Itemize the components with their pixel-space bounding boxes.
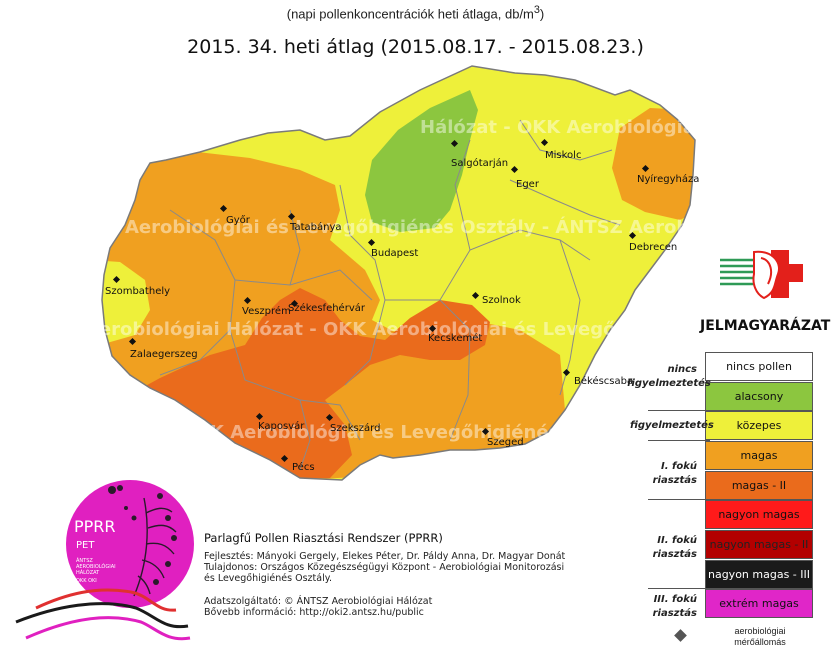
legend-category-figyelmeztetes: figyelmeztetés: [630, 420, 714, 431]
svg-text:Szeged: Szeged: [487, 437, 524, 448]
city-szekesfehervar[interactable]: Székesfehérvár: [288, 299, 366, 314]
county-borders: [159, 119, 621, 471]
legend-level-nagyon-magas-ii: nagyon magas - II: [705, 530, 813, 559]
legend-category-nincs-figyelmeztetes: nincs figyelmeztetés: [627, 364, 711, 389]
info-dev: Fejlesztés: Mányoki Gergely, Elekes Péte…: [204, 551, 566, 562]
svg-text:HÁLÓZAT: HÁLÓZAT: [76, 569, 100, 576]
city-budapest[interactable]: Budapest: [367, 238, 418, 259]
watermark: at - OKK Aerobiológiai és Levegőhigiénés…: [140, 422, 611, 443]
legend-separator: [648, 440, 710, 441]
map-title: 2015. 34. heti átlag (2015.08.17. - 2015…: [187, 36, 644, 58]
svg-text:AEROBIOLÓGIAI: AEROBIOLÓGIAI: [76, 563, 116, 570]
watermark: Hálózat - OKK Aerobiológiai és Levegőhig…: [420, 116, 831, 138]
info-owner-2: és Levegőhigiénés Osztály.: [204, 573, 332, 584]
svg-text:Salgótarján: Salgótarján: [451, 157, 508, 169]
city-zalaegerszeg[interactable]: Zalaegerszeg: [128, 337, 198, 360]
svg-text:Budapest: Budapest: [371, 248, 418, 259]
svg-text:Pécs: Pécs: [292, 461, 315, 473]
svg-text:Szekszárd: Szekszárd: [330, 422, 380, 434]
city-szeged[interactable]: Szeged: [481, 427, 524, 448]
info-heading: Parlagfű Pollen Riasztási Rendszer (PPRR…: [204, 531, 443, 545]
svg-text:PPRR: PPRR: [74, 517, 116, 536]
svg-text:Szolnok: Szolnok: [482, 295, 521, 306]
svg-text:Eger: Eger: [516, 179, 540, 190]
curve-logo: [15, 588, 191, 641]
legend-level-alacsony: alacsony: [705, 382, 813, 411]
svg-text:Nyíregyháza: Nyíregyháza: [637, 173, 699, 185]
svg-text:Debrecen: Debrecen: [629, 242, 677, 253]
map-subtitle: (napi pollenkoncentrációk heti átlaga, d…: [286, 4, 545, 22]
city-gyor[interactable]: Győr: [219, 204, 251, 226]
legend-category-ii-foku-riasztas: II. fokú riasztás: [652, 535, 697, 560]
svg-text:Tatabánya: Tatabánya: [289, 221, 342, 233]
legend-separator: [648, 499, 710, 500]
svg-text:Miskolc: Miskolc: [545, 150, 581, 161]
svg-text:PET: PET: [76, 540, 95, 551]
city-kaposvar[interactable]: Kaposvár: [255, 412, 305, 432]
pprr-info: Parlagfű Pollen Riasztási Rendszer (PPRR…: [204, 531, 565, 618]
legend-level-nincs-pollen: nincs pollen: [705, 352, 813, 381]
pprr-logo: PPRR PET ÁNTSZ AEROBIOLÓGIAI HÁLÓZAT OKK…: [66, 480, 194, 608]
legend-level-nagyon-magas-iii: nagyon magas - III: [705, 560, 813, 589]
watermark: Aerobiológiai Hálózat - OKK Aerobiológia…: [85, 319, 701, 340]
info-provider: Adatszolgáltató: © ÁNTSZ Aerobiológiai H…: [204, 596, 433, 607]
city-bekescsaba[interactable]: Békéscsaba: [562, 368, 633, 387]
zone-alacsony: [365, 90, 478, 232]
city-szolnok[interactable]: Szolnok: [471, 291, 521, 306]
info-owner-1: Tulajdonos: Országos Közegészségügyi Köz…: [204, 562, 565, 573]
legend-title: JELMAGYARÁZAT: [700, 318, 831, 334]
svg-text:Békéscsaba: Békéscsaba: [574, 375, 633, 387]
city-veszprem[interactable]: Veszprém: [242, 296, 291, 317]
legend-station-label: aerobiológiai mérőállomás: [734, 626, 786, 647]
svg-text:Székesfehérvár: Székesfehérvár: [288, 302, 366, 314]
city-debrecen[interactable]: Debrecen: [628, 231, 677, 253]
svg-text:Győr: Győr: [226, 214, 251, 226]
watermark: Aerobiológiai és Levegőhigiénés Osztály …: [125, 216, 764, 238]
city-eger[interactable]: Eger: [510, 165, 540, 190]
svg-text:Kecskemét: Kecskemét: [428, 332, 482, 344]
pollen-zones: [102, 66, 695, 480]
svg-text:Szombathely: Szombathely: [105, 286, 170, 297]
svg-text:OKK OKI: OKK OKI: [76, 578, 97, 584]
legend-level-magas: magas: [705, 441, 813, 470]
country-outline: [101, 65, 696, 481]
city-salgotarjan[interactable]: Salgótarján: [450, 139, 508, 169]
legend-separator: [648, 410, 710, 411]
cities: Salgótarján Miskolc Eger Nyíregyháza Győ…: [105, 138, 699, 473]
legend-category-i-foku-riasztas: I. fokú riasztás: [652, 461, 697, 486]
legend-level-magas-ii: magas - II: [705, 471, 813, 500]
svg-text:Kaposvár: Kaposvár: [258, 420, 305, 432]
legend-level-kozepes: közepes: [705, 411, 813, 440]
city-szombathely[interactable]: Szombathely: [105, 275, 170, 297]
city-kecskemet[interactable]: Kecskemét: [428, 324, 482, 344]
zone-magas-nyiregyhaza: [612, 108, 695, 220]
health-cross-logo: [720, 250, 803, 300]
svg-text:Zalaegerszeg: Zalaegerszeg: [130, 349, 198, 360]
legend-level-nagyon-magas: nagyon magas: [705, 500, 813, 529]
city-pecs[interactable]: Pécs: [280, 454, 315, 473]
info-more[interactable]: Bővebb információ: http://oki2.antsz.hu/…: [204, 607, 424, 618]
city-nyiregyhaza[interactable]: Nyíregyháza: [637, 164, 699, 185]
legend-separator: [648, 588, 710, 589]
svg-text:ÁNTSZ: ÁNTSZ: [76, 557, 93, 564]
city-miskolc[interactable]: Miskolc: [540, 138, 581, 161]
svg-text:Veszprém: Veszprém: [242, 305, 291, 317]
city-szekszard[interactable]: Szekszárd: [325, 413, 380, 434]
legend-level-extrem-magas: extrém magas: [705, 589, 813, 618]
legend-category-iii-foku-riasztas: III. fokú riasztás: [652, 594, 697, 619]
city-tatabanya[interactable]: Tatabánya: [287, 212, 342, 233]
